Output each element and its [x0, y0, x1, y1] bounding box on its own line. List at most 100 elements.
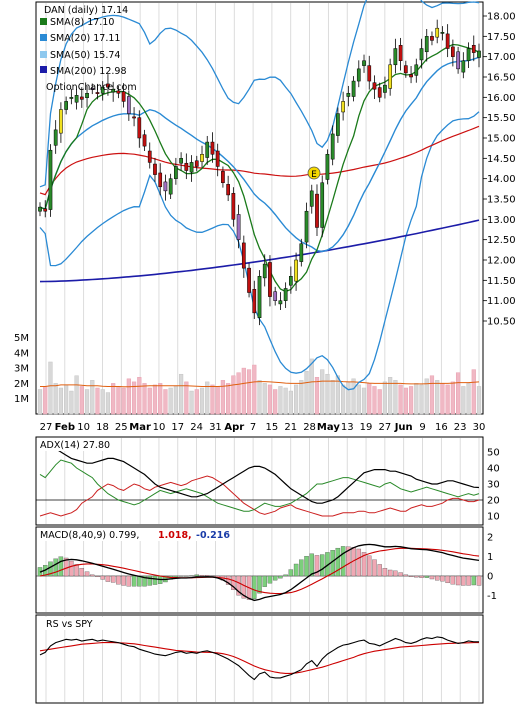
volume-bar [314, 377, 320, 415]
macd-panel-frame [35, 526, 484, 614]
volume-bar [90, 380, 95, 415]
candle-body [477, 50, 481, 58]
x-tick-label: 9 [419, 422, 425, 433]
y-tick-label: 11.50 [487, 276, 516, 287]
candle-body [121, 91, 126, 102]
legend-swatch-sma8 [40, 18, 47, 25]
candle-body [174, 166, 178, 179]
candle-body [430, 36, 434, 41]
volume-bar [398, 384, 403, 415]
volume-bar [341, 384, 346, 415]
y-tick-label: 18.00 [487, 12, 516, 23]
legend-swatch-sma20 [40, 34, 47, 41]
candle-body [383, 84, 387, 93]
candle-body [221, 171, 225, 183]
macd-histogram-bar [434, 575, 440, 581]
volume-bar [121, 387, 126, 415]
macd-histogram-bar [461, 575, 466, 586]
macd-histogram-bar [372, 559, 377, 577]
candle-body [189, 162, 194, 173]
candle-body [241, 242, 246, 269]
volume-bar [37, 389, 43, 415]
sma50-line [39, 125, 480, 196]
macd-histogram-bar [293, 563, 299, 577]
rs-panel: RS vs SPY [35, 614, 484, 704]
candle-body [59, 109, 63, 134]
legend-label-sma20: SMA(20) 17.11 [50, 33, 120, 44]
volume-bar [351, 378, 356, 415]
volume-bar [414, 383, 419, 415]
y-tick-label: 13.50 [487, 195, 516, 206]
macd-histogram-bar [90, 574, 95, 577]
candle-body [325, 154, 330, 180]
x-tick-label: 19 [360, 422, 373, 433]
macd-histogram-bar [283, 574, 288, 577]
x-tick-label: 16 [435, 422, 448, 433]
candle-body [43, 208, 48, 212]
adx-tick-label: 50 [487, 448, 500, 459]
candle-body [320, 182, 325, 228]
candle-body [205, 141, 210, 158]
volume-bar [440, 383, 445, 415]
candle-body [466, 48, 471, 61]
adx-axis: 50 40 30 20 10 [487, 448, 500, 523]
volume-bar [189, 390, 194, 415]
candle-body [215, 150, 220, 167]
volume-average-line [40, 380, 480, 388]
y-tick-label: 15.50 [487, 113, 516, 124]
volume-bar [466, 383, 471, 415]
candle-body [393, 48, 398, 66]
volume-bar [361, 387, 367, 415]
adx-tick-label: 40 [487, 464, 500, 475]
candle-body [38, 206, 42, 212]
candle-body [440, 32, 445, 34]
volume-bar [346, 381, 351, 415]
macd-histogram-bar [252, 575, 257, 599]
macd-histogram-bar [225, 575, 231, 585]
volume-bar [58, 387, 64, 415]
macd-histogram-bar [262, 575, 267, 587]
volume-bar [95, 387, 100, 415]
macd-histogram-bar [74, 564, 79, 577]
volume-bar [309, 358, 314, 415]
candle-body [158, 172, 163, 188]
macd-histogram-bar [414, 575, 419, 578]
candle-body [435, 27, 440, 38]
candle-body [262, 263, 267, 279]
candle-body [163, 181, 168, 192]
volume-bar [184, 381, 189, 415]
volume-bar [168, 387, 173, 415]
date-axis: 27 Feb 10 18 25 Mar 10 17 24 31 Apr 7 15 21 28 May 13 19 2… [40, 422, 486, 433]
volume-tick-label: 4M [14, 348, 29, 359]
macd-histogram-bar [403, 574, 409, 577]
volume-bar [372, 386, 377, 415]
macd-histogram-bar [440, 575, 445, 582]
volume-tick-label: 3M [14, 364, 29, 375]
macd-histogram-bar [361, 552, 367, 577]
volume-bar [210, 384, 215, 415]
x-tick-label: 18 [96, 422, 109, 433]
volume-bar [178, 373, 184, 415]
macd-histogram-bar [267, 575, 273, 584]
macd-histogram-bar [288, 569, 294, 577]
candle-body [247, 267, 251, 293]
macd-histogram-bar [131, 575, 137, 587]
macd-tick-label: 2 [487, 533, 493, 544]
legend-label-sma200: SMA(200) 12.98 [50, 66, 127, 77]
volume-bar [403, 387, 408, 415]
watermark: OptionChance.com [46, 82, 137, 93]
macd-histogram-bar [199, 574, 205, 577]
x-tick-label: 25 [115, 422, 128, 433]
volume-bar [445, 384, 450, 415]
candle-body [283, 288, 288, 301]
volume-bar [69, 390, 74, 415]
minus-di-line [39, 475, 480, 517]
volume-tick-label: 1M [14, 394, 29, 405]
volume-bar [147, 387, 152, 415]
candle-body [257, 276, 262, 318]
x-tick-label: 10 [153, 422, 166, 433]
x-tick-label: Mar [129, 422, 151, 433]
candle-body [461, 60, 466, 73]
volume-bar [299, 380, 304, 415]
adx-tick-label: 20 [487, 496, 500, 507]
